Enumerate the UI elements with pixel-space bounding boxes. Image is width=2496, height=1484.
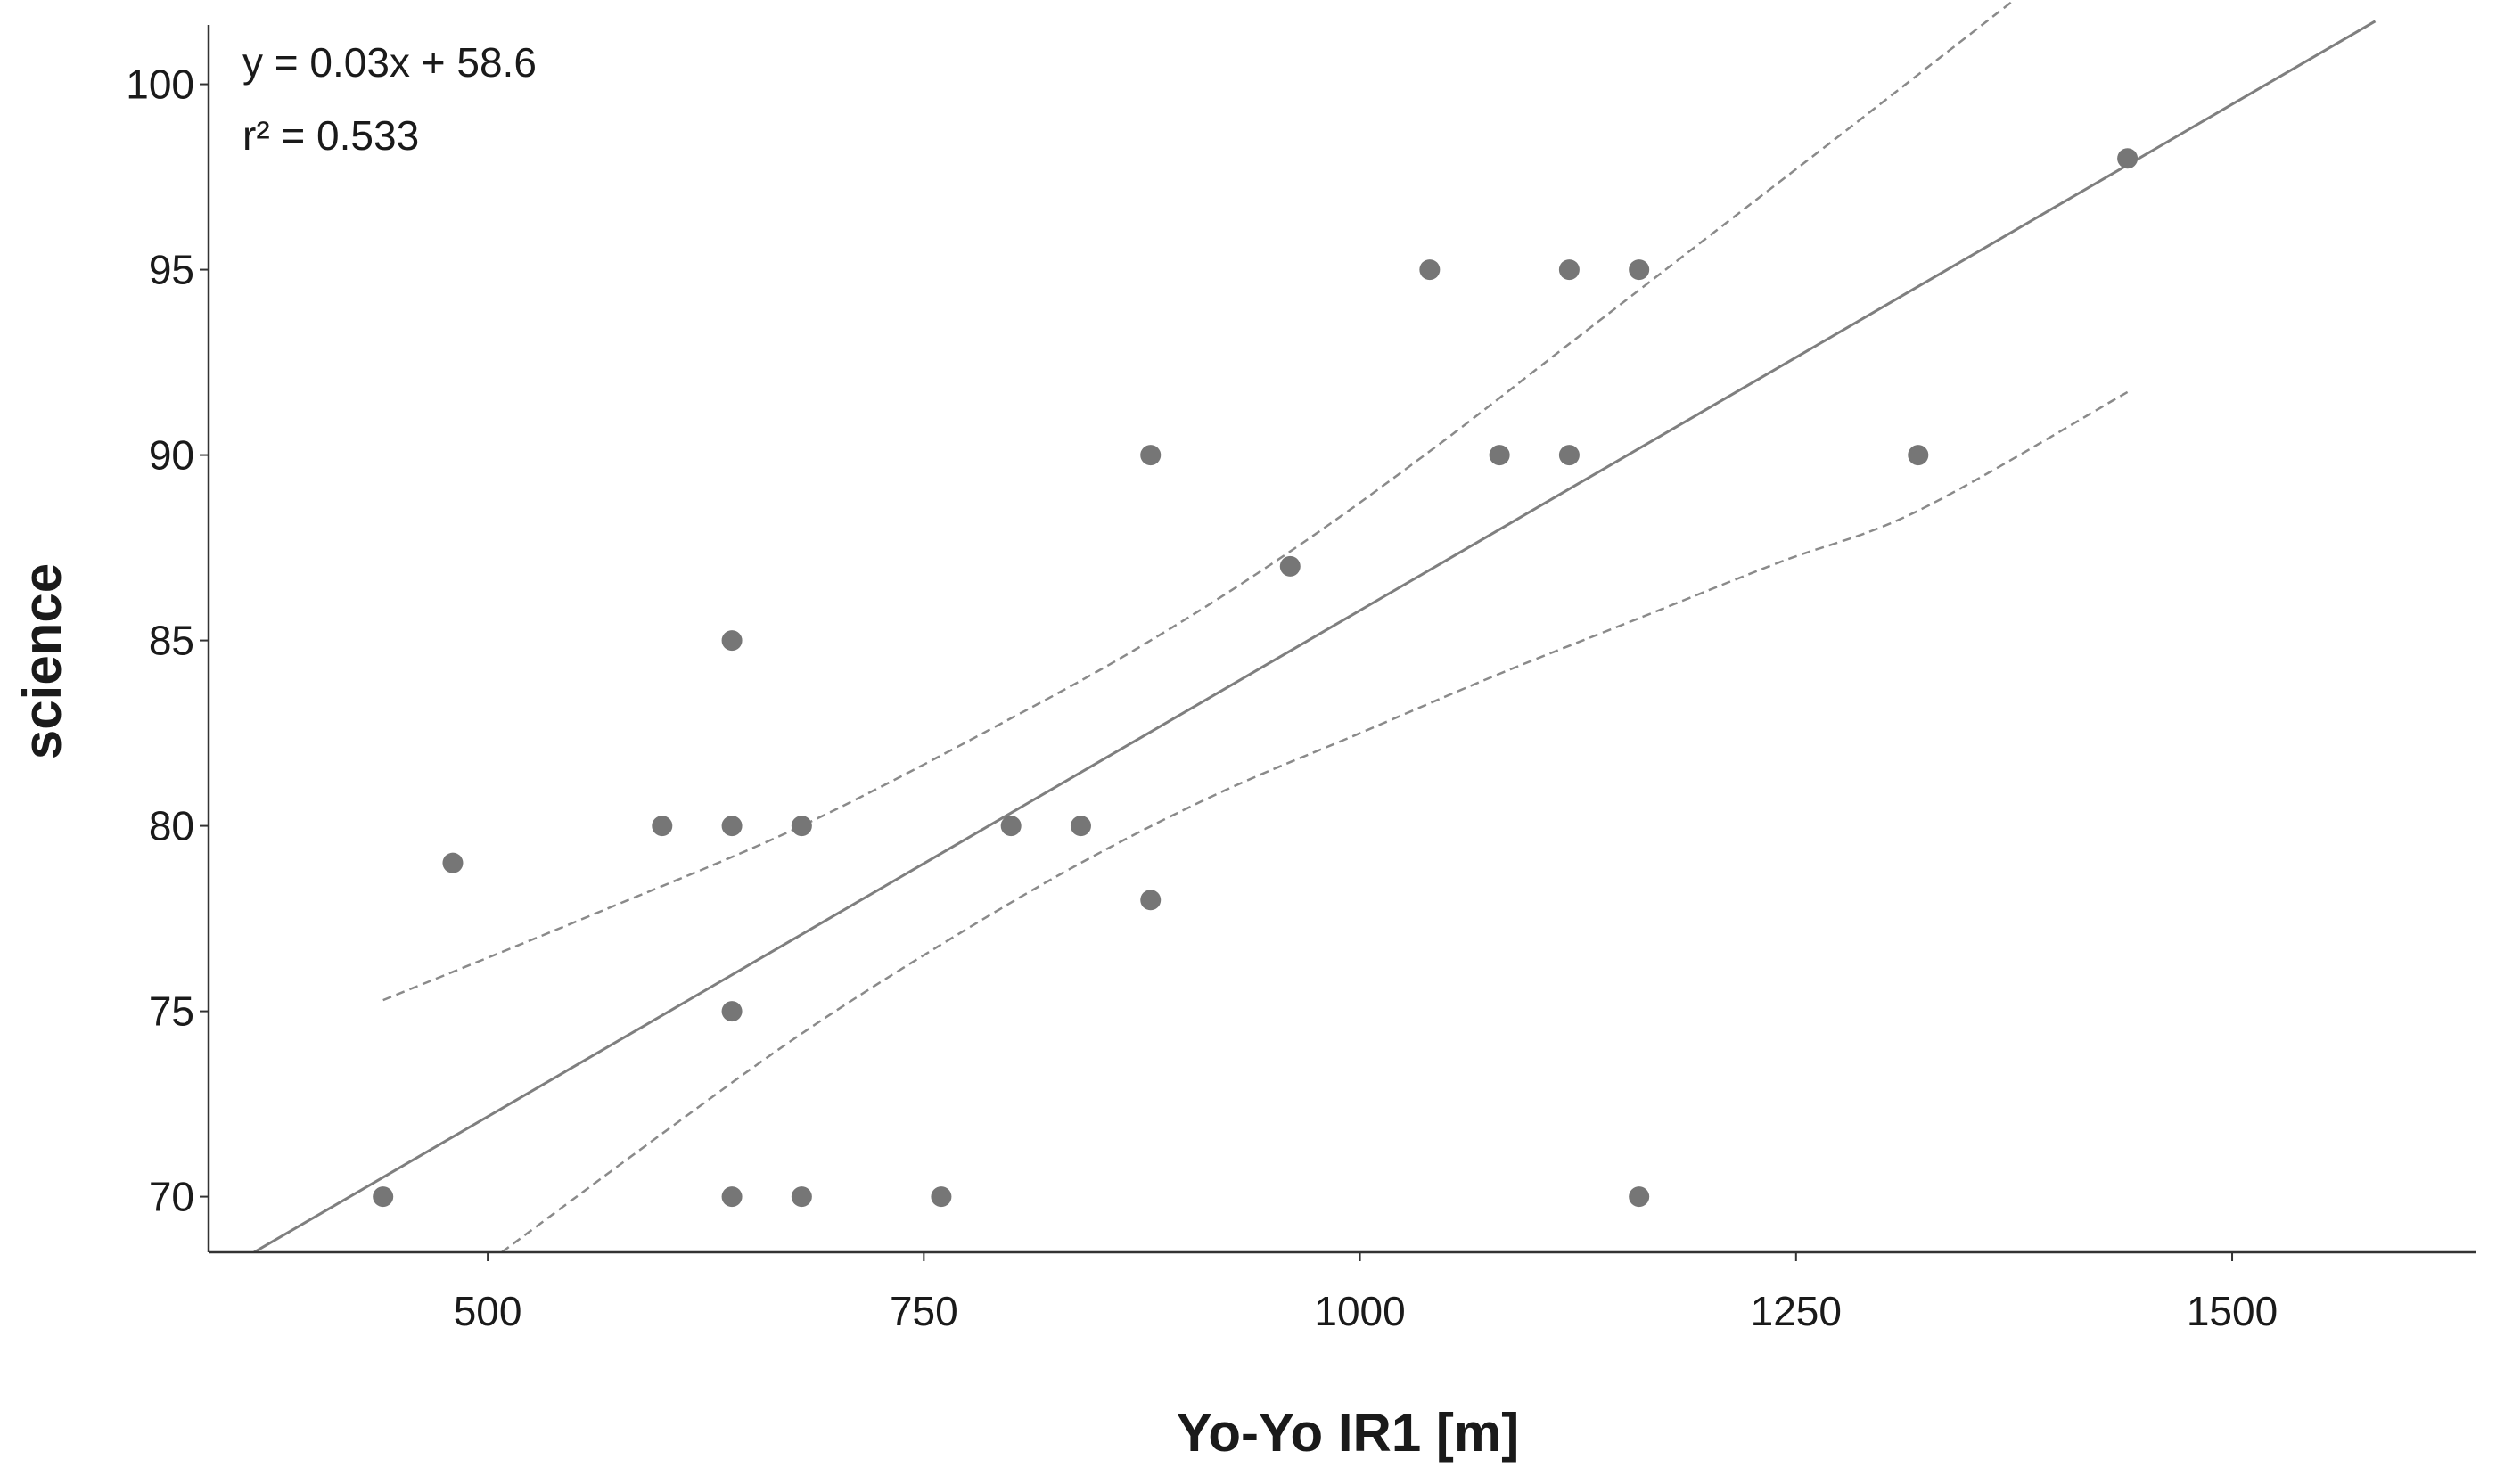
r-squared-label: r² = 0.533: [242, 112, 419, 159]
y-tick-label-75: 75: [149, 988, 194, 1035]
regression-equation-label: y = 0.03x + 58.6: [242, 39, 537, 86]
data-point-2: [442, 852, 464, 873]
data-point-9: [791, 1186, 812, 1208]
y-tick-label-90: 90: [149, 432, 194, 479]
axes-layer: [200, 25, 2476, 1261]
x-tick-label-1500: 1500: [2187, 1288, 2278, 1334]
data-point-7: [721, 1186, 743, 1208]
data-point-4: [721, 816, 743, 837]
data-point-11: [1000, 816, 1022, 837]
data-point-8: [791, 816, 812, 837]
x-tick-label-1000: 1000: [1314, 1288, 1405, 1334]
data-point-15: [1279, 555, 1301, 577]
confidence-band-layer: [382, 0, 2129, 1252]
data-point-23: [2117, 148, 2139, 169]
x-axis-title: Yo-Yo IR1 [m]: [1177, 1403, 1519, 1463]
x-tick-label-1250: 1250: [1751, 1288, 1842, 1334]
data-point-22: [1908, 445, 1929, 466]
y-tick-label-95: 95: [149, 247, 194, 293]
data-point-20: [1629, 259, 1650, 281]
data-point-5: [721, 630, 743, 652]
x-tick-label-750: 750: [890, 1288, 958, 1334]
regression-line: [253, 20, 2377, 1252]
data-point-1: [373, 1186, 394, 1208]
y-tick-label-85: 85: [149, 618, 194, 664]
ci-lower-curve: [501, 390, 2129, 1252]
data-points-layer: [373, 148, 2139, 1208]
data-point-21: [1629, 1186, 1650, 1208]
y-tick-label-80: 80: [149, 803, 194, 849]
data-point-16: [1419, 259, 1441, 281]
ci-upper-curve: [382, 0, 2016, 1002]
data-point-13: [1140, 445, 1162, 466]
data-point-19: [1558, 445, 1580, 466]
x-tick-label-500: 500: [454, 1288, 522, 1334]
data-point-3: [652, 816, 673, 837]
y-tick-label-100: 100: [126, 61, 194, 108]
fit-line-layer: [253, 20, 2377, 1252]
data-point-10: [931, 1186, 952, 1208]
y-axis-title: science: [12, 563, 72, 759]
data-point-6: [721, 1001, 743, 1022]
data-point-17: [1489, 445, 1510, 466]
data-point-12: [1070, 816, 1091, 837]
y-tick-label-70: 70: [149, 1174, 194, 1220]
data-point-18: [1558, 259, 1580, 281]
data-point-14: [1140, 890, 1162, 911]
tick-labels-layer: 500 750 1000 1250 1500 70 75 80 85 90 95 100: [126, 61, 2278, 1334]
